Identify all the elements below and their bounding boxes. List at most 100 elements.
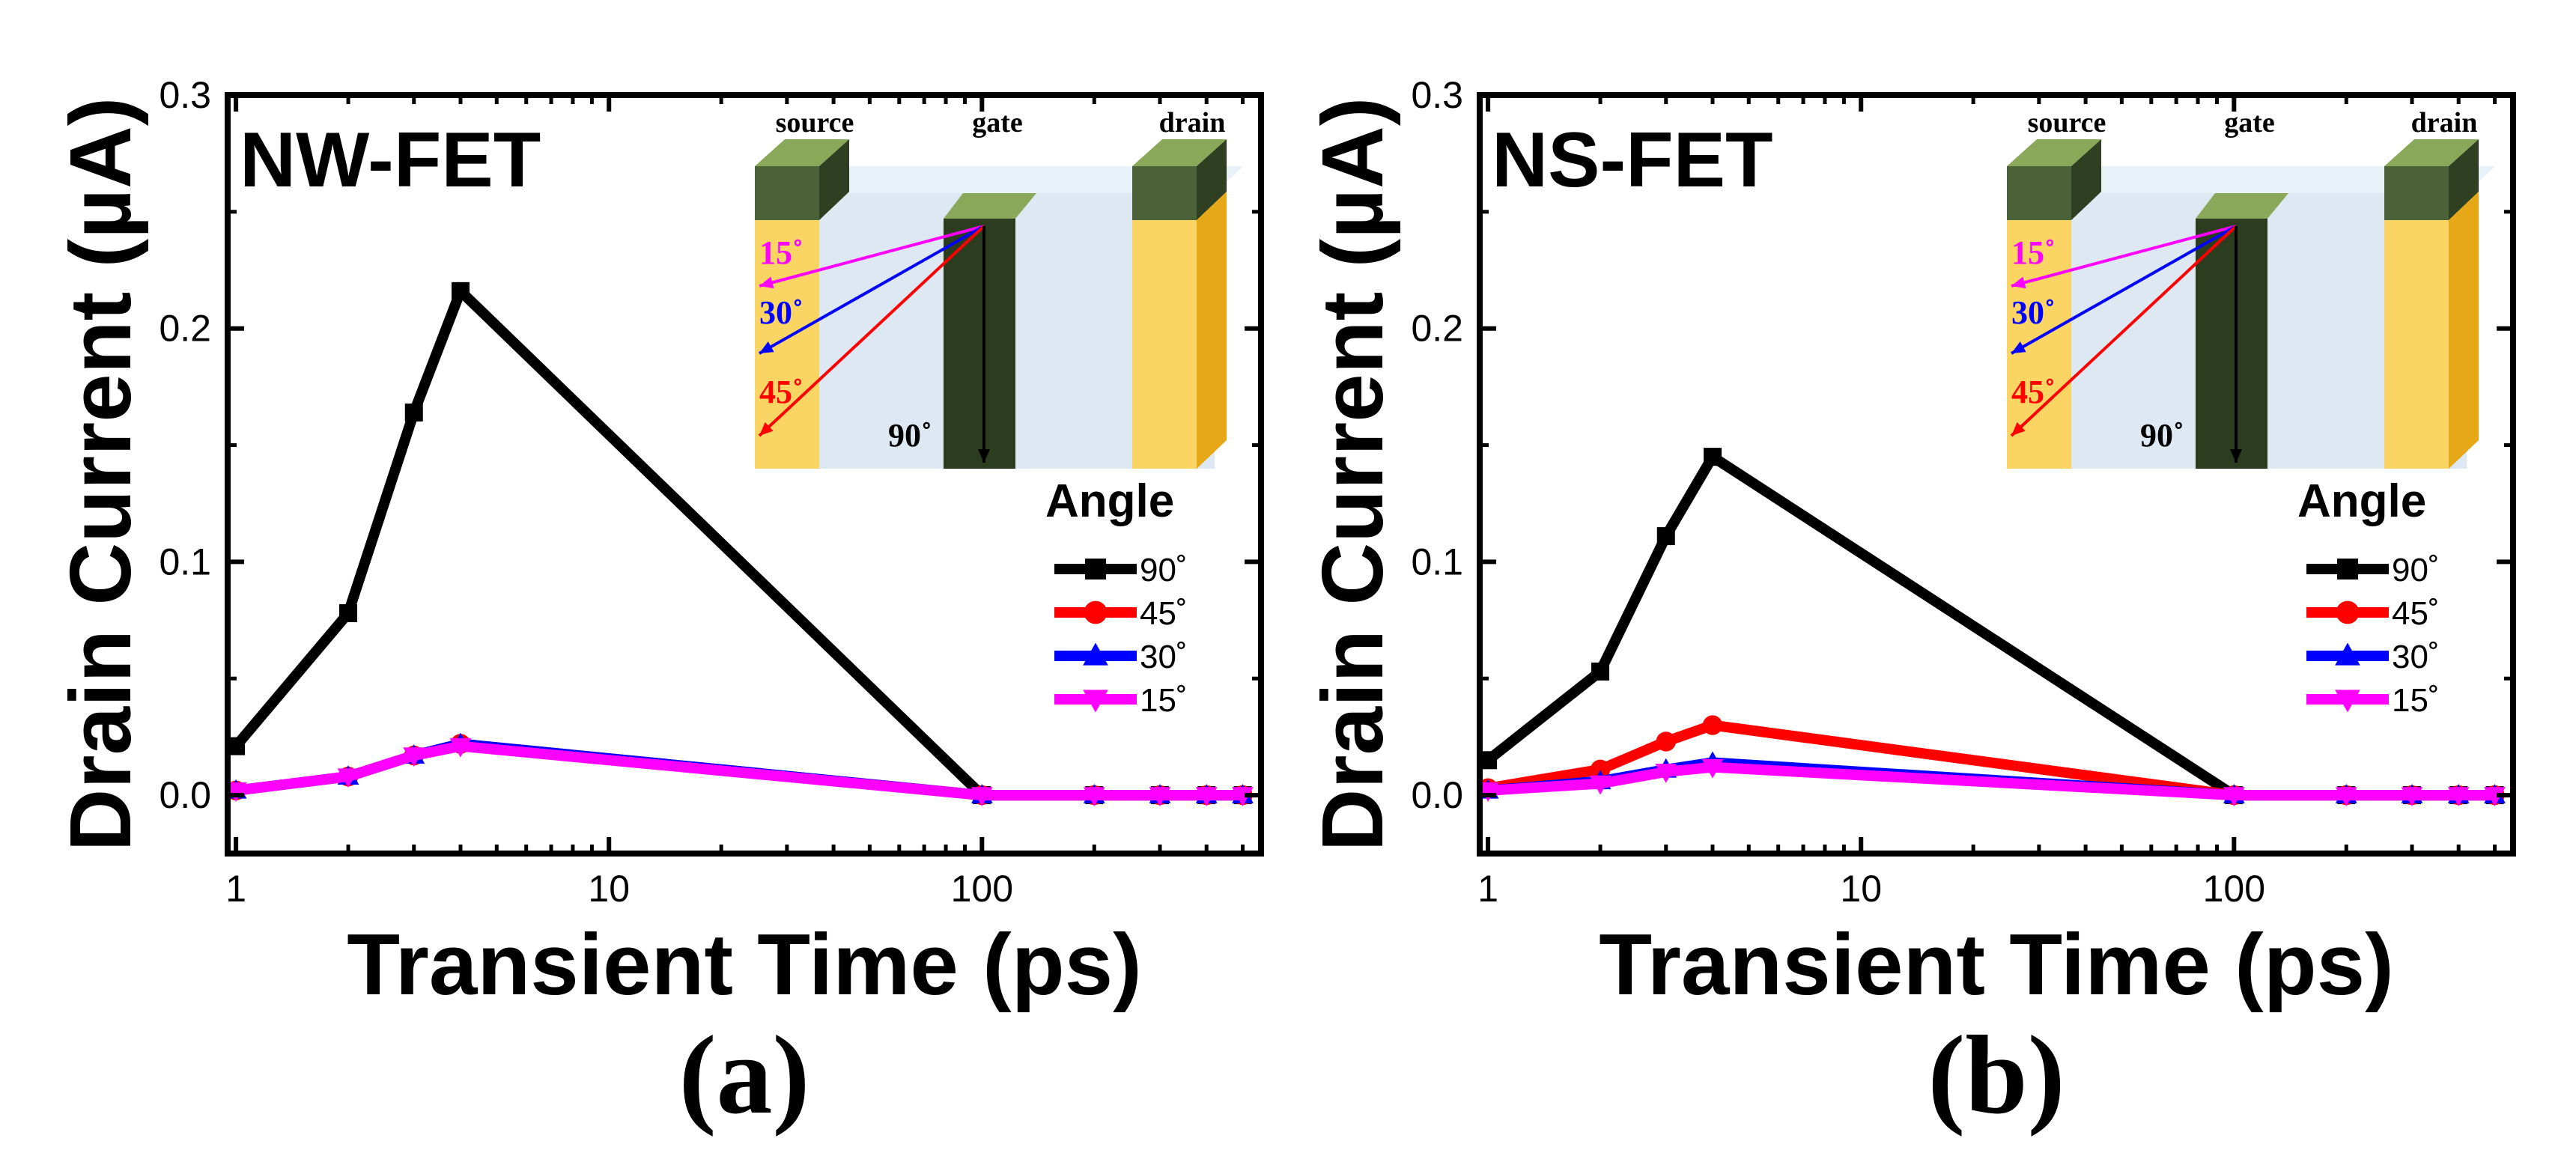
x-tick-label: 100: [951, 868, 1013, 910]
panel-label: (a): [679, 1013, 810, 1137]
inset-gate-top: [944, 193, 1036, 219]
legend: Angle 90˚ 45˚ 30˚ 15˚: [2297, 475, 2440, 719]
legend-marker: [1084, 600, 1108, 624]
data-point: [2335, 787, 2357, 807]
inset-arrow-head: [759, 341, 774, 353]
inset-angle-arrow: [2011, 225, 2237, 355]
data-point: [449, 737, 472, 758]
legend-label: 15˚: [1140, 682, 1188, 719]
legend-label: 30˚: [2392, 639, 2440, 675]
data-point: [337, 768, 359, 788]
inset-drain-label: drain: [2411, 107, 2478, 139]
data-point: [1701, 758, 1724, 779]
data-point: [1656, 731, 1676, 752]
data-point: [1590, 759, 1611, 779]
data-point: [1655, 764, 1677, 783]
inset-gate-label: gate: [972, 107, 1023, 139]
y-tick-label: 0.3: [1411, 74, 1463, 116]
panel-title: NS-FET: [1492, 117, 1773, 204]
data-point: [2484, 787, 2506, 807]
data-point: [1591, 662, 1610, 681]
inset-drain-top: [1132, 139, 1227, 166]
inset-arrow-head: [759, 276, 774, 289]
series-group: [1477, 448, 2506, 807]
legend: Angle 90˚ 45˚ 30˚ 15˚: [1045, 475, 1188, 719]
inset-gate-top: [2196, 193, 2288, 219]
legend-marker: [2337, 559, 2358, 580]
inset-arrow-head: [978, 449, 990, 463]
data-point: [451, 282, 470, 300]
inset-angle-label: 30˚: [2011, 294, 2056, 331]
y-axis-label: Drain Current (µA): [52, 97, 149, 852]
inset-diagram: source gate drain 15˚ 30˚ 45˚ 90˚: [755, 107, 1243, 469]
inset-angle-label: 90˚: [888, 417, 932, 454]
legend-label: 45˚: [1140, 595, 1188, 632]
inset-angle-label: 15˚: [759, 234, 804, 271]
y-tick-label: 0.2: [1411, 308, 1463, 350]
legend-label: 45˚: [2392, 595, 2440, 632]
data-point: [1232, 787, 1254, 807]
panel-label: (b): [1928, 1013, 2065, 1137]
y-tick-label: 0.1: [1411, 541, 1463, 582]
inset-channel-top: [2037, 166, 2495, 193]
inset-arrow-head: [759, 422, 774, 436]
x-tick-label: 1: [1477, 868, 1498, 910]
inset-drain-side: [2449, 139, 2479, 220]
legend-label: 90˚: [2392, 552, 2440, 588]
inset-source-label: source: [2028, 107, 2106, 139]
data-point: [404, 403, 423, 422]
legend-marker: [1083, 642, 1108, 666]
inset-source-label: source: [776, 107, 854, 139]
inset-source-top: [2007, 139, 2101, 166]
y-tick-label: 0.1: [159, 541, 211, 582]
data-point: [1656, 527, 1675, 546]
inset-drain-side-yellow: [1197, 192, 1227, 469]
plot-frame: [225, 92, 1264, 857]
legend-title: Angle: [1045, 475, 1174, 527]
inset-arrow-head: [2011, 276, 2026, 289]
inset-angle-label: 90˚: [2140, 417, 2184, 454]
inset-gate-bar: [2196, 219, 2267, 469]
data-point: [403, 747, 425, 767]
data-point: [2401, 787, 2423, 807]
y-tick-label: 0.0: [1411, 774, 1463, 816]
inset-source-contact: [2007, 166, 2071, 220]
data-point: [2223, 787, 2245, 807]
inset-angle-arrow: [759, 225, 985, 355]
inset-angle-label: 45˚: [759, 374, 804, 410]
data-point: [1149, 787, 1171, 807]
inset-source-side: [2071, 139, 2101, 220]
y-axis-label: Drain Current (µA): [1304, 97, 1401, 852]
legend-label: 30˚: [1140, 639, 1188, 675]
inset-drain-side-yellow: [2449, 192, 2479, 469]
panel-title: NW-FET: [240, 117, 541, 204]
data-point: [339, 603, 358, 622]
data-point: [970, 787, 993, 807]
inset-source-side: [819, 139, 849, 220]
x-axis-label: Transient Time (ps): [347, 916, 1141, 1013]
data-point: [1195, 787, 1218, 807]
inset-gate-label: gate: [2224, 107, 2275, 139]
panel-a: source gate drain 15˚ 30˚ 45˚ 90˚ 0.0 0.1 0.2 0.3 1…: [52, 74, 1264, 1137]
inset-drain-top: [2384, 139, 2479, 166]
x-tick-label: 1: [225, 868, 246, 910]
inset-angle-arrow: [758, 225, 985, 437]
inset-drain-contact: [2384, 166, 2449, 220]
x-axis-label: Transient Time (ps): [1599, 916, 2393, 1013]
inset-drain-contact: [1132, 166, 1197, 220]
inset-arrow-head: [2011, 341, 2026, 353]
plot-frame: [1477, 92, 2516, 857]
inset-arrow-head: [2011, 422, 2026, 436]
inset-channel-top: [785, 166, 1243, 193]
data-point: [1083, 787, 1105, 807]
x-tick-label: 10: [1840, 868, 1882, 910]
y-tick-label: 0.0: [159, 774, 211, 816]
inset-source-top: [755, 139, 849, 166]
inset-arrow-head: [2230, 449, 2242, 463]
legend-title: Angle: [2297, 475, 2426, 527]
legend-marker: [2335, 642, 2360, 666]
panel-b: source gate drain 15˚ 30˚ 45˚ 90˚ 0.0 0.1 0.2 0.3 1…: [1304, 74, 2516, 1137]
inset-angle-arrow: [759, 225, 985, 288]
y-tick-label: 0.3: [159, 74, 211, 116]
